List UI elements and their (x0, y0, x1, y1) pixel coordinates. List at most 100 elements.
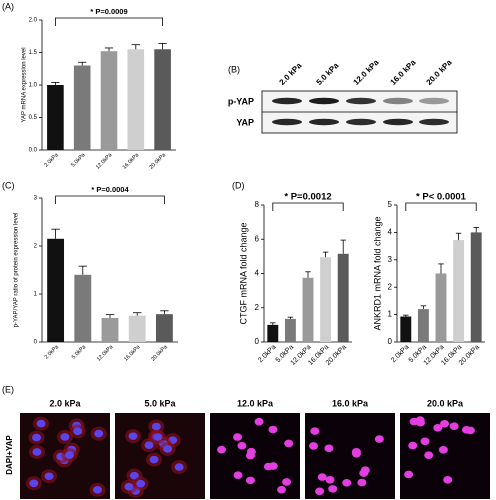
cell-nucleus (32, 433, 42, 442)
annotation: * P< 0.0001 (416, 192, 467, 203)
error-bar (51, 82, 60, 85)
y-tick-label: 2.0 (29, 18, 38, 24)
bar (302, 277, 314, 342)
y-axis-label: YAP mRNA expression level (22, 47, 28, 122)
cell-nucleus (144, 441, 154, 450)
y-tick-label: 5 (388, 200, 393, 209)
x-tick-label: 20.0kPa (150, 344, 169, 363)
error-bar (322, 251, 329, 258)
error-bar (132, 312, 142, 316)
cell-nucleus (440, 419, 450, 428)
cell-nucleus (136, 479, 146, 488)
cell-nucleus (233, 471, 243, 479)
y-tick-label: 1 (388, 310, 393, 319)
error-bar (455, 232, 462, 241)
x-tick-label: 2.0kPa (43, 152, 60, 169)
x-tick-label: 5.0kPa (71, 344, 88, 361)
x-tick-label: 2.0kPa (44, 344, 61, 361)
bar (47, 85, 64, 150)
blot-band (419, 118, 449, 126)
cell-nucleus (317, 473, 327, 481)
cell-nucleus (433, 424, 443, 432)
y-tick-label: 4 (255, 269, 260, 278)
error-bar (51, 228, 60, 239)
y-tick-label: 1.5 (29, 50, 38, 56)
panel-label: (D) (232, 180, 245, 190)
bar (127, 49, 145, 150)
cell-nucleus (153, 433, 163, 441)
blot-lane-label: 12.0 kPa (352, 58, 381, 87)
panel-label: (A) (2, 1, 14, 11)
error-bar (160, 310, 169, 315)
cell-nucleus (315, 487, 325, 496)
error-bar (78, 265, 88, 275)
error-bar (104, 47, 114, 52)
bar (337, 253, 349, 342)
x-tick-label: 16.0kPa (122, 152, 141, 171)
cell-nucleus (268, 462, 278, 470)
cell-nucleus (309, 442, 319, 450)
y-tick-label: 2 (255, 303, 260, 312)
bar (453, 240, 465, 342)
cell-nucleus (449, 422, 459, 431)
y-tick-label: 2 (34, 244, 38, 250)
error-bar (78, 61, 87, 66)
annotation: * P=0.0012 (284, 192, 331, 203)
x-tick-label: 16.0kPa (123, 344, 142, 363)
bar (101, 318, 119, 342)
cell-nucleus (438, 446, 448, 454)
blot-band (383, 118, 413, 126)
blot-lane-label: 5.0 kPa (315, 61, 341, 87)
bar (400, 316, 412, 342)
significance-bracket (55, 195, 165, 204)
cell-nucleus (424, 451, 434, 459)
y-tick-label: 8 (255, 200, 260, 209)
x-tick-label: 12.0kPa (96, 344, 115, 363)
micrograph (210, 413, 300, 499)
error-bar (105, 314, 115, 318)
cell-nucleus (29, 479, 39, 488)
cell-nucleus (328, 485, 338, 493)
cell-nucleus (94, 429, 104, 438)
blot-band (419, 97, 449, 105)
blot-band (309, 97, 339, 105)
bar (47, 238, 65, 342)
x-tick-label: 2.0kPa (257, 344, 277, 364)
cell-nucleus (163, 445, 173, 453)
cell-nucleus (462, 426, 472, 434)
y-tick-label: 0.5 (29, 115, 38, 121)
error-bar (158, 43, 167, 50)
y-tick-label: 0 (255, 337, 260, 346)
bar (128, 315, 146, 342)
x-tick-label: 5.0kPa (70, 152, 87, 169)
significance-bracket (405, 202, 477, 211)
cell-nucleus (217, 445, 227, 454)
blot-band (272, 97, 302, 105)
cell-nucleus (233, 433, 243, 441)
bar (155, 314, 173, 342)
cell-nucleus (404, 470, 414, 479)
cell-nucleus (284, 439, 294, 448)
cell-nucleus (443, 476, 453, 484)
cell-nucleus (254, 417, 264, 426)
cell-nucleus (92, 486, 102, 494)
blot-lane-label: 16.0 kPa (389, 58, 418, 87)
blot-band (383, 97, 413, 105)
blot-row-label: p-YAP (228, 96, 254, 106)
x-tick-label: 2.0kPa (390, 344, 410, 364)
error-bar (403, 314, 409, 317)
panel-label: (C) (2, 180, 15, 190)
error-bar (473, 227, 479, 233)
y-tick-label: 4 (388, 228, 393, 237)
error-bar (270, 322, 276, 325)
micrograph-label: 2.0 kPa (49, 398, 81, 408)
bar (435, 273, 447, 342)
bar (73, 65, 91, 150)
blot-band (346, 118, 376, 126)
blot-band (272, 118, 302, 126)
y-axis-label: p-YAP/YAP ratio of protein expression le… (14, 213, 20, 328)
cell-nucleus (277, 485, 287, 494)
y-tick-label: 0 (388, 337, 393, 346)
cell-nucleus (246, 447, 256, 456)
cell-nucleus (357, 478, 367, 487)
